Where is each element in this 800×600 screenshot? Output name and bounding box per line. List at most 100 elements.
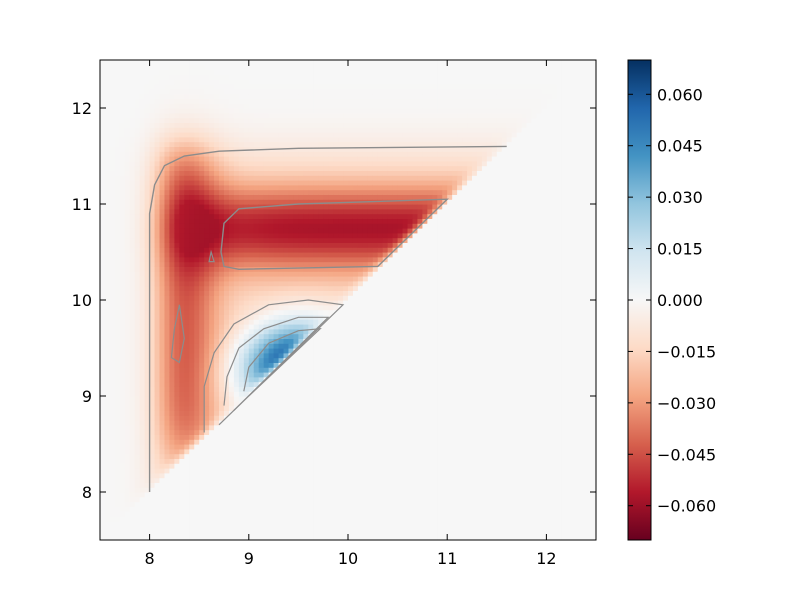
heatmap-cell xyxy=(273,295,280,301)
heatmap-cell xyxy=(243,165,250,171)
heatmap-cell xyxy=(328,410,334,416)
heatmap-cell xyxy=(283,386,290,392)
heatmap-cell xyxy=(258,213,265,219)
heatmap-cell xyxy=(124,511,131,517)
heatmap-cell xyxy=(283,420,290,426)
heatmap-cell xyxy=(154,122,161,128)
heatmap-cell xyxy=(144,324,151,330)
heatmap-cell xyxy=(179,367,185,373)
heatmap-cell xyxy=(298,477,304,483)
heatmap-cell xyxy=(169,362,175,368)
heatmap-cell xyxy=(318,256,324,263)
heatmap-cell xyxy=(164,328,171,335)
heatmap-cell xyxy=(283,453,290,459)
heatmap-cell xyxy=(253,256,260,263)
heatmap-cell xyxy=(159,64,166,71)
heatmap-cell xyxy=(313,444,319,450)
heatmap-cell xyxy=(144,122,151,128)
heatmap-cell xyxy=(243,463,250,469)
heatmap-cell xyxy=(100,434,106,440)
heatmap-cell xyxy=(318,338,324,344)
heatmap-cell xyxy=(114,247,121,253)
heatmap-cell xyxy=(184,400,190,407)
heatmap-cell xyxy=(204,266,210,272)
heatmap-cell xyxy=(209,367,215,373)
heatmap-cell xyxy=(288,439,295,445)
heatmap-cell xyxy=(243,228,250,234)
heatmap-cell xyxy=(100,453,106,459)
heatmap-cell xyxy=(194,424,200,431)
heatmap-cell xyxy=(134,458,141,464)
heatmap-cell xyxy=(343,333,349,339)
heatmap-cell xyxy=(144,252,151,258)
heatmap-cell xyxy=(219,328,225,335)
heatmap-cell xyxy=(214,357,220,363)
heatmap-cell xyxy=(154,112,161,119)
heatmap-cell xyxy=(283,309,290,315)
heatmap-cell xyxy=(174,98,180,104)
heatmap-cell xyxy=(258,477,265,483)
heatmap-cell xyxy=(159,376,166,383)
heatmap-cell xyxy=(308,60,314,66)
heatmap-cell xyxy=(149,132,156,138)
heatmap-cell xyxy=(308,516,314,522)
heatmap-cell xyxy=(273,492,280,498)
heatmap-cell xyxy=(283,127,290,133)
heatmap-cell xyxy=(224,458,230,464)
heatmap-cell xyxy=(174,415,180,421)
heatmap-cell xyxy=(224,424,230,431)
heatmap-cell xyxy=(278,223,285,229)
heatmap-cell xyxy=(124,492,131,498)
heatmap-cell xyxy=(224,492,230,498)
heatmap-cell xyxy=(333,64,339,71)
heatmap-cell xyxy=(214,141,220,147)
heatmap-cell xyxy=(253,208,260,215)
heatmap-cell xyxy=(308,372,314,378)
heatmap-cell xyxy=(184,381,190,387)
heatmap-cell xyxy=(224,69,230,75)
heatmap-cell xyxy=(144,391,151,397)
heatmap-cell xyxy=(164,74,171,80)
heatmap-cell xyxy=(169,266,175,272)
heatmap-cell xyxy=(263,213,270,219)
heatmap-cell xyxy=(313,261,319,267)
heatmap-cell xyxy=(313,357,319,363)
heatmap-cell xyxy=(169,405,175,411)
heatmap-cell xyxy=(318,208,324,215)
heatmap-cell xyxy=(238,304,245,311)
heatmap-cell xyxy=(194,84,200,90)
heatmap-cell xyxy=(268,314,275,320)
heatmap-cell xyxy=(119,208,126,215)
heatmap-cell xyxy=(209,64,215,71)
heatmap-cell xyxy=(224,482,230,488)
heatmap-cell xyxy=(149,520,156,527)
heatmap-cell xyxy=(228,367,235,373)
heatmap-cell xyxy=(303,122,309,128)
heatmap-cell xyxy=(233,381,240,387)
heatmap-cell xyxy=(124,367,131,373)
heatmap-cell xyxy=(154,117,161,123)
heatmap-cell xyxy=(253,376,260,383)
heatmap-cell xyxy=(313,376,319,383)
heatmap-cell xyxy=(233,348,240,354)
heatmap-cell xyxy=(204,175,210,181)
heatmap-cell xyxy=(189,386,195,392)
heatmap-cell xyxy=(184,93,190,99)
heatmap-cell xyxy=(313,237,319,243)
heatmap-cell xyxy=(119,506,126,512)
heatmap-cell xyxy=(129,434,136,440)
heatmap-cell xyxy=(114,372,121,378)
heatmap-cell xyxy=(258,98,265,104)
heatmap-cell xyxy=(243,170,250,176)
heatmap-cell xyxy=(283,477,290,483)
heatmap-cell xyxy=(288,501,295,507)
heatmap-cell xyxy=(154,218,161,224)
heatmap-cell xyxy=(164,69,171,75)
heatmap-cell xyxy=(114,223,121,229)
heatmap-cell xyxy=(134,304,141,311)
heatmap-cell xyxy=(164,290,171,296)
heatmap-cell xyxy=(204,290,210,296)
heatmap-cell xyxy=(100,309,106,315)
heatmap-cell xyxy=(209,271,215,277)
heatmap-cell xyxy=(124,448,131,455)
